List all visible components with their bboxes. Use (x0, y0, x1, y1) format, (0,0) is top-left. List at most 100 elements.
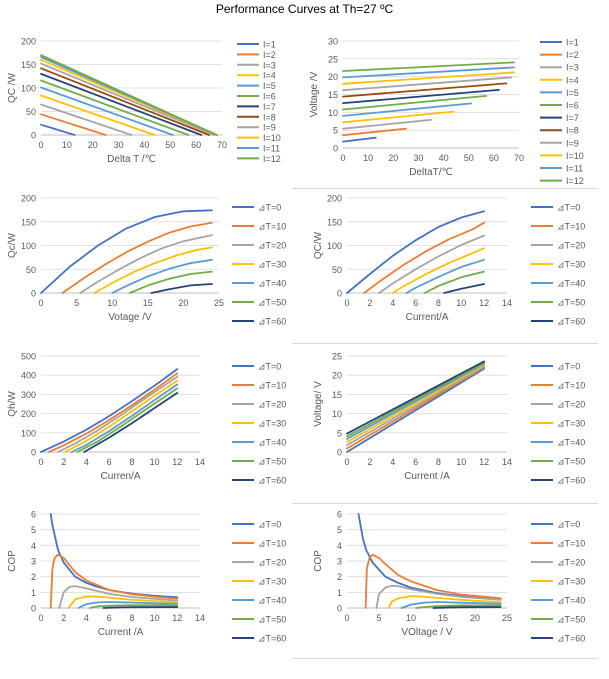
series-line (432, 606, 502, 609)
y-tick-label: 5 (31, 525, 36, 535)
legend-label: ⊿T=60 (258, 634, 286, 644)
y-tick-label: 200 (21, 37, 36, 47)
series-line (342, 110, 455, 124)
chart-v_vs_dt: 0 5 10 15 20 25 30 0 10 20 30 40 50 60 70 DeltaT/℃ Volta… (309, 37, 584, 187)
y-tick-label: 200 (21, 409, 36, 419)
series-line (61, 221, 213, 294)
legend-label: I=4 (566, 75, 579, 85)
series-line (111, 258, 213, 294)
y-tick-label: 5 (337, 525, 342, 535)
legend-label: I=6 (566, 101, 579, 111)
x-tick-label: 0 (344, 613, 349, 623)
y-tick-label: 6 (31, 510, 36, 520)
x-tick-label: 15 (438, 613, 448, 623)
series-line (40, 94, 156, 136)
x-tick-label: 20 (88, 140, 98, 150)
y-axis-title: QC/W (313, 231, 324, 259)
x-axis-title: Curren/A (100, 471, 140, 482)
x-tick-label: 30 (413, 153, 423, 163)
legend-label: I=10 (566, 151, 584, 161)
x-tick-label: 70 (217, 140, 227, 150)
x-tick-label: 5 (74, 298, 79, 308)
legend-label: ⊿T=30 (258, 577, 286, 587)
legend-label: I=7 (566, 113, 579, 123)
y-tick-label: 20 (332, 371, 342, 381)
legend-label: ⊿T=40 (258, 279, 286, 289)
y-tick-label: 100 (21, 84, 36, 94)
legend-label: I=6 (263, 92, 276, 102)
legend-label: I=5 (263, 81, 276, 91)
legend-label: ⊿T=30 (258, 260, 286, 270)
y-axis-title: Voltage/ V (313, 381, 324, 427)
x-tick-label: 25 (214, 298, 224, 308)
x-tick-label: 8 (129, 457, 134, 467)
series-line (77, 601, 179, 609)
series-line (40, 54, 218, 136)
x-tick-label: 30 (114, 140, 124, 150)
legend-label: ⊿T=50 (557, 615, 585, 625)
series-line (346, 365, 486, 447)
y-tick-label: 500 (21, 352, 36, 362)
y-tick-label: 30 (328, 37, 338, 47)
series-line (342, 76, 513, 92)
legend-label: ⊿T=50 (258, 457, 286, 467)
x-tick-label: 20 (470, 613, 480, 623)
series-line (76, 387, 179, 453)
y-tick-label: 4 (337, 541, 342, 551)
x-tick-label: 14 (195, 457, 205, 467)
legend-label: ⊿T=30 (557, 577, 585, 587)
x-tick-label: 14 (502, 298, 512, 308)
legend-label: ⊿T=50 (258, 615, 286, 625)
legend-label: I=1 (566, 38, 579, 48)
y-tick-label: 0 (31, 448, 36, 458)
x-tick-label: 12 (479, 298, 489, 308)
legend-label: I=4 (263, 71, 276, 81)
series-line (378, 234, 486, 294)
series-line (342, 95, 488, 111)
x-tick-label: 10 (406, 613, 416, 623)
series-line (88, 604, 179, 609)
page-title: Performance Curves at Th=27 ºC (215, 2, 394, 16)
series-line (342, 82, 508, 98)
series-line (375, 584, 502, 609)
legend-label: I=10 (263, 133, 281, 143)
x-tick-label: 8 (436, 457, 441, 467)
y-tick-label: 400 (21, 371, 36, 381)
series-line (70, 383, 179, 453)
legend-label: I=11 (263, 144, 280, 154)
legend-label: ⊿T=20 (557, 558, 585, 568)
y-tick-label: 2 (31, 572, 36, 582)
y-tick-label: 100 (327, 241, 342, 251)
divider (292, 188, 598, 189)
y-tick-label: 20 (328, 72, 338, 82)
series-line (48, 372, 179, 453)
x-tick-label: 0 (344, 457, 349, 467)
x-tick-label: 2 (367, 457, 372, 467)
series-line (40, 113, 107, 136)
x-tick-label: 5 (376, 613, 381, 623)
y-axis-title: QC /W (7, 72, 18, 103)
x-tick-label: 70 (514, 153, 524, 163)
series-line (346, 360, 486, 435)
y-tick-label: 5 (337, 428, 342, 438)
x-tick-label: 2 (61, 457, 66, 467)
y-tick-label: 0 (337, 604, 342, 614)
legend-label: I=1 (263, 40, 276, 50)
chart-qc_vs_dt: 0 50 100 150 200 0 10 20 30 40 50 60 70 Delta T /℃ QC … (7, 37, 281, 166)
x-tick-label: 40 (139, 140, 149, 150)
y-tick-label: 0 (31, 289, 36, 299)
x-tick-label: 6 (107, 457, 112, 467)
x-axis-title: Current /A (404, 471, 450, 482)
x-tick-label: 40 (439, 153, 449, 163)
y-tick-label: 0 (337, 448, 342, 458)
divider (292, 658, 598, 659)
legend-label: ⊿T=30 (557, 260, 585, 270)
y-tick-label: 50 (332, 265, 342, 275)
legend-label: ⊿T=20 (258, 400, 286, 410)
y-axis-title: Voltage /V (309, 71, 320, 117)
x-tick-label: 4 (84, 457, 89, 467)
series-line (342, 118, 432, 130)
x-tick-label: 8 (129, 613, 134, 623)
